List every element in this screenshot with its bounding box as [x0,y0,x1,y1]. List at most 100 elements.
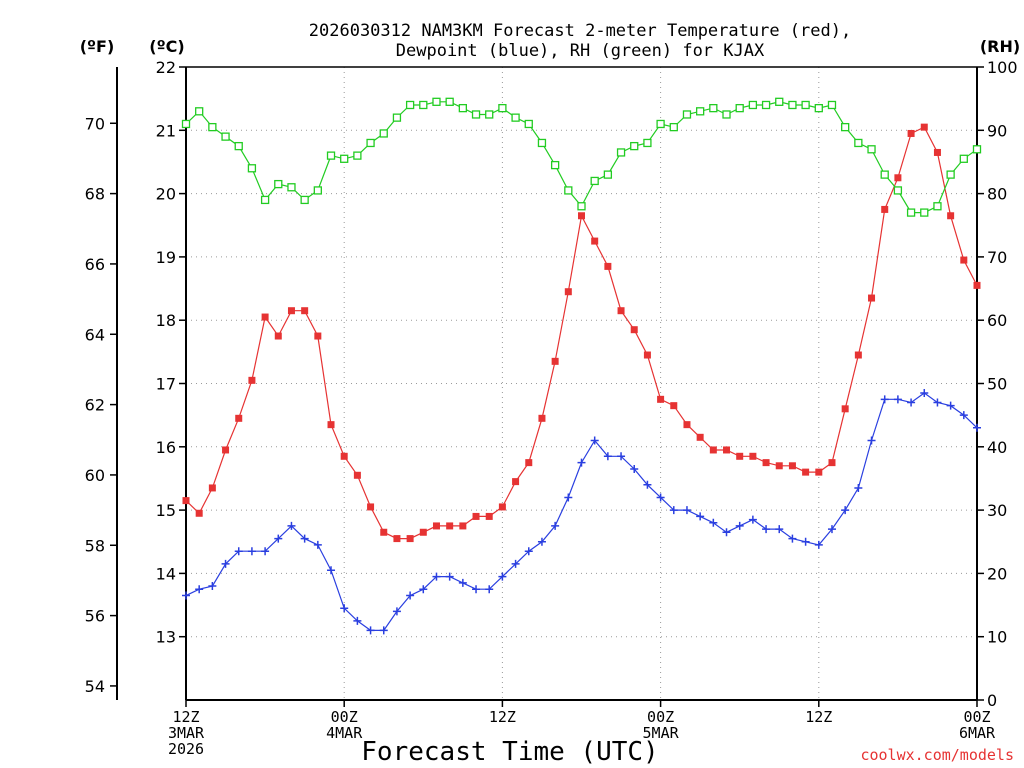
rh-point [709,103,718,113]
fahrenheit-tick-label: 60 [85,466,105,485]
rh-point [550,160,560,170]
rh-tick-label: 40 [987,438,1007,457]
temperature-point [406,535,414,543]
dewpoint-point [524,547,533,556]
celsius-tick-label: 15 [156,501,176,520]
dewpoint-point [590,436,599,445]
temperature-point [564,288,572,296]
x-tick-label: 00Z [963,708,990,726]
rh-unit-label: (RH) [980,37,1020,56]
celsius-tick-label: 13 [156,628,176,647]
temperature-point [393,535,401,543]
temperature-point [525,459,533,467]
celsius-tick-label: 18 [156,311,176,330]
dewpoint-point [340,604,349,613]
rh-point [788,100,797,110]
series-line [185,392,978,632]
temperature-point [881,205,889,213]
rh-point [946,170,955,179]
dewpoint-point [247,547,256,556]
rh-point [775,97,784,106]
rh-point [326,151,336,160]
celsius-tick-label: 22 [156,58,176,77]
temperature-point [749,452,757,460]
dewpoint-point [379,626,388,635]
rh-tick-label: 0 [987,691,997,710]
rh-point [366,138,375,148]
x-tick-label: 6MAR [959,724,996,742]
temperature-point [222,446,230,454]
rh-point [761,100,771,110]
rh-point [827,100,837,110]
dewpoint-point [419,585,428,594]
temperature-point [512,478,520,486]
dewpoint-point [788,534,797,543]
rh-point [630,141,639,151]
celsius-tick-label: 16 [156,438,176,457]
x-tick-label: 3MAR [168,724,205,742]
dewpoint-point [511,559,520,568]
temperature-point [854,351,862,359]
series-dewpoint [182,388,981,635]
rh-point [669,122,678,132]
dewpoint-point [880,395,889,404]
x-axis-title: Forecast Time (UTC) [361,737,658,767]
rh-point [445,97,454,106]
series-layer [181,97,982,635]
rh-point [643,138,652,148]
temperature-point [723,446,731,454]
temperature-point [301,307,309,315]
dewpoint-point [472,585,481,594]
dewpoint-point [261,547,270,556]
temperature-point [459,522,467,530]
dewpoint-point [933,398,942,407]
x-tick-label: 00Z [331,708,358,726]
watermark: coolwx.com/models [860,746,1014,764]
temperature-point [195,509,203,517]
x-tick-label: 12Z [172,708,199,726]
x-tick-label: 00Z [647,708,674,726]
x-tick-label: 5MAR [643,724,680,742]
temperature-point [367,503,375,511]
temperature-point [762,459,770,467]
temperature-point [485,512,493,520]
axes: 13 14 15 16 17 18 19 20 21 22 54 56 58 60 62 64 66 68 70 0 1… [85,58,1018,758]
dewpoint-point [603,452,612,461]
temperature-point [815,468,823,476]
dewpoint-point [959,411,968,420]
rh-tick-label: 100 [987,58,1018,77]
dewpoint-point [366,626,375,635]
x-tick-label: 2026 [168,740,204,758]
celsius-tick-label: 14 [156,564,176,583]
temperature-point [920,123,928,131]
rh-point [735,103,744,113]
temperature-point [235,414,243,422]
rh-point [274,179,283,189]
rh-point [221,132,230,141]
dewpoint-point [854,483,863,492]
dewpoint-point [907,398,916,407]
temperature-point [907,129,915,137]
dewpoint-point [973,423,981,432]
temperature-point [670,402,678,410]
temperature-point [498,503,506,511]
dewpoint-point [748,515,757,524]
grid-lines [186,67,977,700]
temperature-point [643,351,651,359]
fahrenheit-tick-label: 68 [85,185,105,204]
rh-point [313,186,322,195]
celsius-tick-label: 20 [156,185,176,204]
rh-point [920,208,929,217]
rh-point [537,138,547,148]
dewpoint-point [392,607,401,616]
temperature-point [868,294,876,302]
temperature-point [604,262,612,270]
dewpoint-point [234,547,243,556]
dewpoint-point [221,559,230,568]
temperature-point [696,433,704,441]
rh-point [854,138,863,148]
chart-title-line1: 2026030312 NAM3KM Forecast 2-meter Tempe… [309,21,851,41]
dewpoint-point [762,525,771,534]
rh-tick-label: 50 [987,375,1007,394]
chart-title-line2: Dewpoint (blue), RH (green) for KJAX [396,41,765,61]
